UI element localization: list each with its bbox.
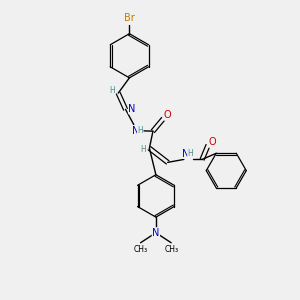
Text: H: H (137, 126, 143, 135)
Text: O: O (208, 137, 216, 147)
Text: CH₃: CH₃ (164, 245, 178, 254)
Text: N: N (182, 148, 189, 158)
Text: H: H (140, 145, 146, 154)
Text: N: N (132, 126, 139, 136)
Text: N: N (128, 104, 136, 114)
Text: N: N (152, 228, 160, 238)
Text: Br: Br (124, 14, 135, 23)
Text: H: H (188, 149, 193, 158)
Text: O: O (164, 110, 172, 120)
Text: H: H (109, 86, 115, 95)
Text: CH₃: CH₃ (134, 245, 148, 254)
